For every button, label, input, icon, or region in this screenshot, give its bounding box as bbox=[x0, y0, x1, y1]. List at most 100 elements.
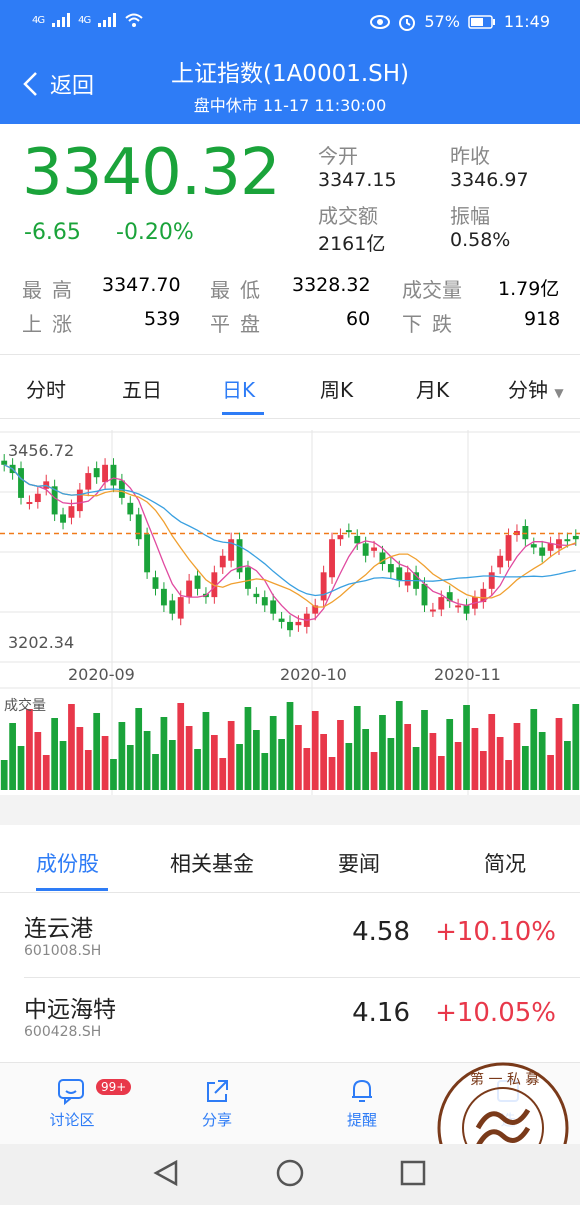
volume-bar bbox=[555, 718, 563, 790]
list-item[interactable]: 连云港 601008.SH 4.58 +10.10% bbox=[0, 895, 580, 975]
high-value: 3347.70 bbox=[102, 274, 181, 296]
page-title: 上证指数(1A0001.SH) bbox=[170, 61, 410, 87]
stock-price: 4.58 bbox=[352, 917, 410, 947]
candle bbox=[379, 552, 386, 565]
signal-bars-icon-2 bbox=[98, 13, 117, 27]
volume-bar bbox=[387, 738, 395, 790]
volume-bar bbox=[496, 737, 504, 790]
volume-value: 1.79亿 bbox=[498, 278, 560, 300]
back-label: 返回 bbox=[50, 74, 95, 99]
candle bbox=[177, 597, 184, 619]
candle bbox=[354, 535, 361, 544]
candle bbox=[85, 473, 92, 490]
stock-change-pct: +10.10% bbox=[435, 917, 556, 947]
tab-related-funds[interactable]: 相关基金 bbox=[170, 852, 254, 876]
candle bbox=[530, 544, 537, 548]
price-change-pct: -0.20% bbox=[116, 220, 194, 245]
turnover-block: 成交额 2161亿 bbox=[318, 200, 385, 256]
candle bbox=[463, 605, 470, 614]
tab-weekly-k[interactable]: 周K bbox=[320, 378, 354, 402]
candle bbox=[236, 539, 243, 573]
open-block: 今开 3347.15 bbox=[318, 140, 397, 191]
tab-constituents[interactable]: 成份股 bbox=[36, 852, 99, 876]
active-tab-indicator bbox=[222, 412, 264, 415]
volume-bar bbox=[0, 760, 8, 790]
candle bbox=[261, 597, 268, 606]
tab-daily-k[interactable]: 日K bbox=[222, 378, 256, 402]
volume-bar bbox=[463, 705, 470, 790]
caret-down-icon: ▼ bbox=[554, 386, 564, 400]
alarm-icon bbox=[399, 14, 416, 31]
candle bbox=[539, 547, 546, 556]
candle bbox=[345, 530, 352, 533]
candle bbox=[329, 539, 335, 578]
volume-bar bbox=[295, 725, 302, 790]
volume-bar bbox=[17, 746, 25, 790]
volume-bar bbox=[572, 704, 580, 790]
amplitude-label: 振幅 bbox=[450, 204, 490, 228]
candle bbox=[396, 567, 403, 581]
info-tabs: 成份股 相关基金 要闻 简况 bbox=[0, 830, 580, 892]
list-item[interactable]: 中远海特 600428.SH 4.16 +10.05% bbox=[0, 976, 580, 1056]
battery-percent: 57% bbox=[424, 12, 460, 31]
prev-close-block: 昨收 3346.97 bbox=[450, 140, 529, 191]
candle bbox=[438, 597, 445, 610]
signal-icon-2: 4G bbox=[78, 14, 91, 26]
open-value: 3347.15 bbox=[318, 169, 397, 191]
tab-five-day[interactable]: 五日 bbox=[122, 378, 162, 402]
discuss-label: 讨论区 bbox=[49, 1111, 95, 1129]
volume-bar bbox=[84, 750, 92, 790]
candle bbox=[110, 464, 117, 486]
ma10-line bbox=[3, 464, 577, 608]
active-subtab-indicator bbox=[36, 888, 108, 891]
candle bbox=[278, 618, 285, 622]
open-label: 今开 bbox=[318, 144, 358, 168]
tab-intraday[interactable]: 分时 bbox=[26, 378, 66, 402]
chart-tabs: 分时 五日 日K 周K 月K 分钟 ▼ bbox=[0, 356, 580, 418]
volume-bar bbox=[101, 736, 109, 790]
back-button[interactable]: 返回 bbox=[22, 68, 94, 100]
discuss-button[interactable]: 讨论区 99+ bbox=[22, 1073, 132, 1130]
low-label: 最低 bbox=[210, 278, 270, 302]
volume-bar bbox=[362, 729, 370, 790]
volume-bar bbox=[210, 735, 218, 790]
volume-bar bbox=[538, 732, 546, 790]
remind-button[interactable]: 提醒 bbox=[312, 1073, 412, 1130]
share-button[interactable]: 分享 bbox=[167, 1073, 267, 1130]
low-value: 3328.32 bbox=[292, 274, 371, 296]
candle bbox=[337, 535, 344, 540]
nav-home-icon[interactable] bbox=[275, 1158, 305, 1188]
volume-bar bbox=[395, 701, 403, 790]
tab-minute[interactable]: 分钟 ▼ bbox=[508, 374, 564, 403]
ma5-line bbox=[3, 464, 576, 621]
candle bbox=[270, 600, 277, 614]
section-gap bbox=[0, 795, 580, 825]
flat-label: 平盘 bbox=[210, 312, 270, 336]
volume-bar bbox=[303, 748, 311, 790]
candlestick-chart[interactable]: 3456.72 3202.34 2020-09 2020-10 2020-11 成交量 bbox=[0, 430, 580, 795]
volume-bar bbox=[118, 722, 126, 790]
tab-overview[interactable]: 简况 bbox=[484, 852, 526, 876]
volume-bar bbox=[530, 709, 538, 790]
volume-bar bbox=[42, 755, 50, 790]
volume-bar bbox=[177, 703, 185, 790]
divider bbox=[24, 977, 580, 978]
volume-bar bbox=[68, 704, 75, 790]
nav-recent-icon[interactable] bbox=[398, 1158, 428, 1188]
market-status: 盘中休市 11-17 11:30:00 bbox=[193, 96, 387, 115]
volume-bar bbox=[152, 754, 159, 790]
candle bbox=[68, 506, 75, 518]
candle bbox=[362, 543, 369, 556]
candle bbox=[371, 547, 377, 551]
prev-close-label: 昨收 bbox=[450, 144, 490, 168]
tab-monthly-k[interactable]: 月K bbox=[416, 378, 450, 402]
candle bbox=[127, 502, 134, 515]
volume-bar bbox=[253, 730, 260, 790]
volume-bar bbox=[236, 744, 243, 790]
candle bbox=[160, 588, 167, 606]
volume-bar bbox=[505, 760, 512, 790]
tab-news[interactable]: 要闻 bbox=[338, 852, 380, 876]
candle bbox=[152, 577, 159, 589]
divider bbox=[0, 418, 580, 419]
nav-back-icon[interactable] bbox=[152, 1158, 182, 1188]
